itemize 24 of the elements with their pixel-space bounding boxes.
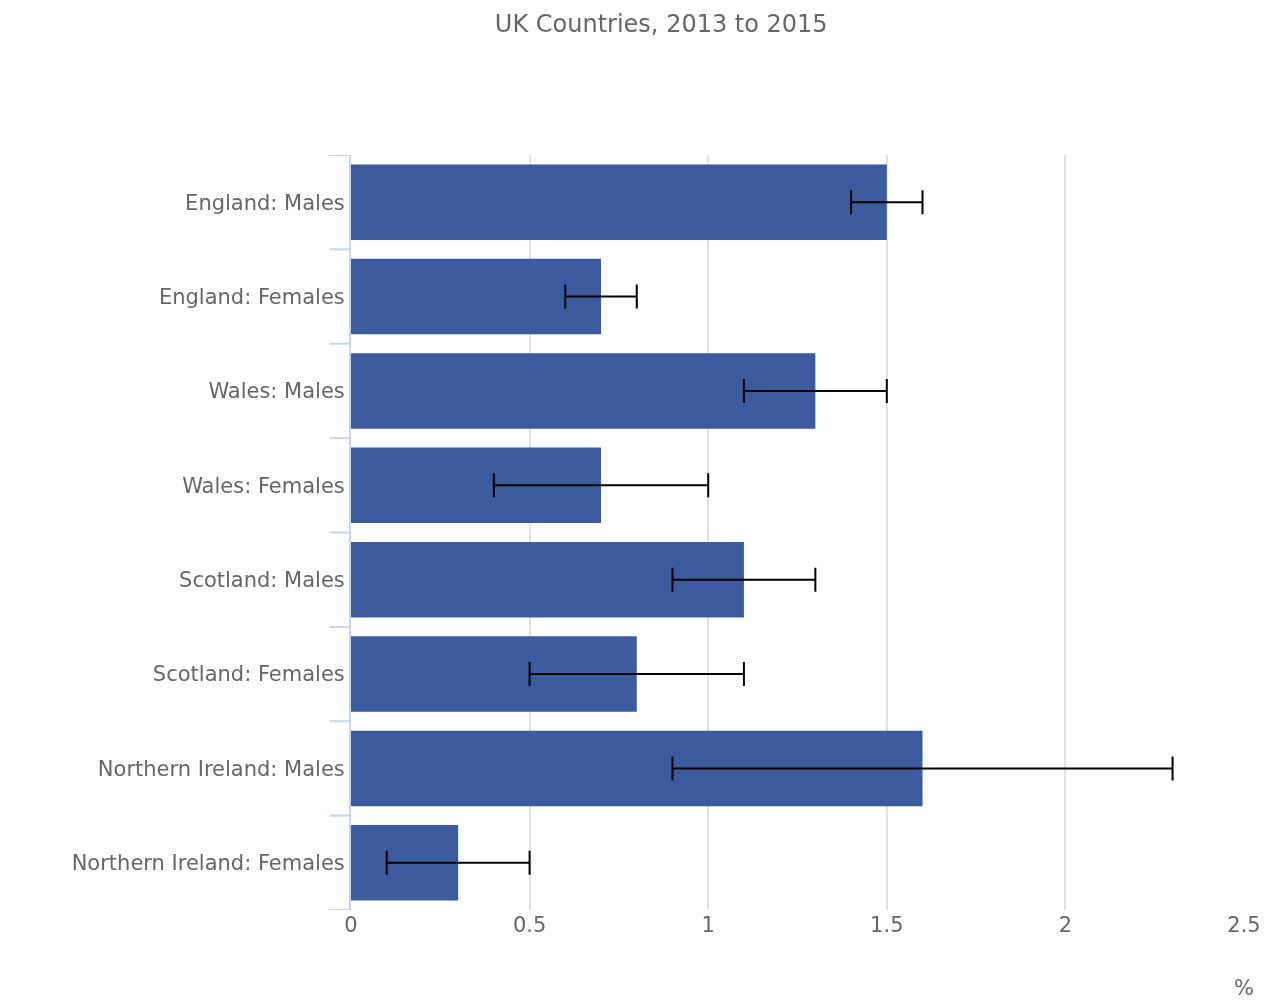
y-tick-label: Northern Ireland: Males: [97, 756, 345, 781]
bar: [351, 258, 602, 335]
x-tick-label: 0: [344, 913, 358, 937]
bar: [351, 447, 602, 524]
x-tick-label: 0.5: [512, 913, 547, 937]
y-tick-label: Northern Ireland: Females: [71, 851, 345, 876]
y-tick-label: England: Females: [158, 284, 345, 309]
x-tick-label: 2.5: [1227, 913, 1261, 937]
x-tick-label: 1: [701, 913, 715, 937]
bar: [351, 730, 923, 807]
y-tick-label: Scotland: Females: [152, 662, 345, 687]
y-tick-label: Wales: Females: [182, 473, 345, 498]
chart-title: UK Countries, 2013 to 2015: [494, 9, 828, 38]
x-tick-label: 1.5: [870, 913, 904, 937]
x-tick-label: 2: [1058, 913, 1073, 937]
x-axis-title: %: [1234, 976, 1254, 1000]
y-tick-label: Scotland: Males: [179, 568, 345, 593]
bar: [351, 636, 637, 712]
y-tick-label: England: Males: [185, 190, 345, 215]
bar: [351, 825, 459, 901]
bar: [351, 353, 816, 429]
y-tick-label: Wales: Males: [208, 379, 345, 404]
bar: [351, 541, 744, 618]
bar: [351, 164, 887, 240]
